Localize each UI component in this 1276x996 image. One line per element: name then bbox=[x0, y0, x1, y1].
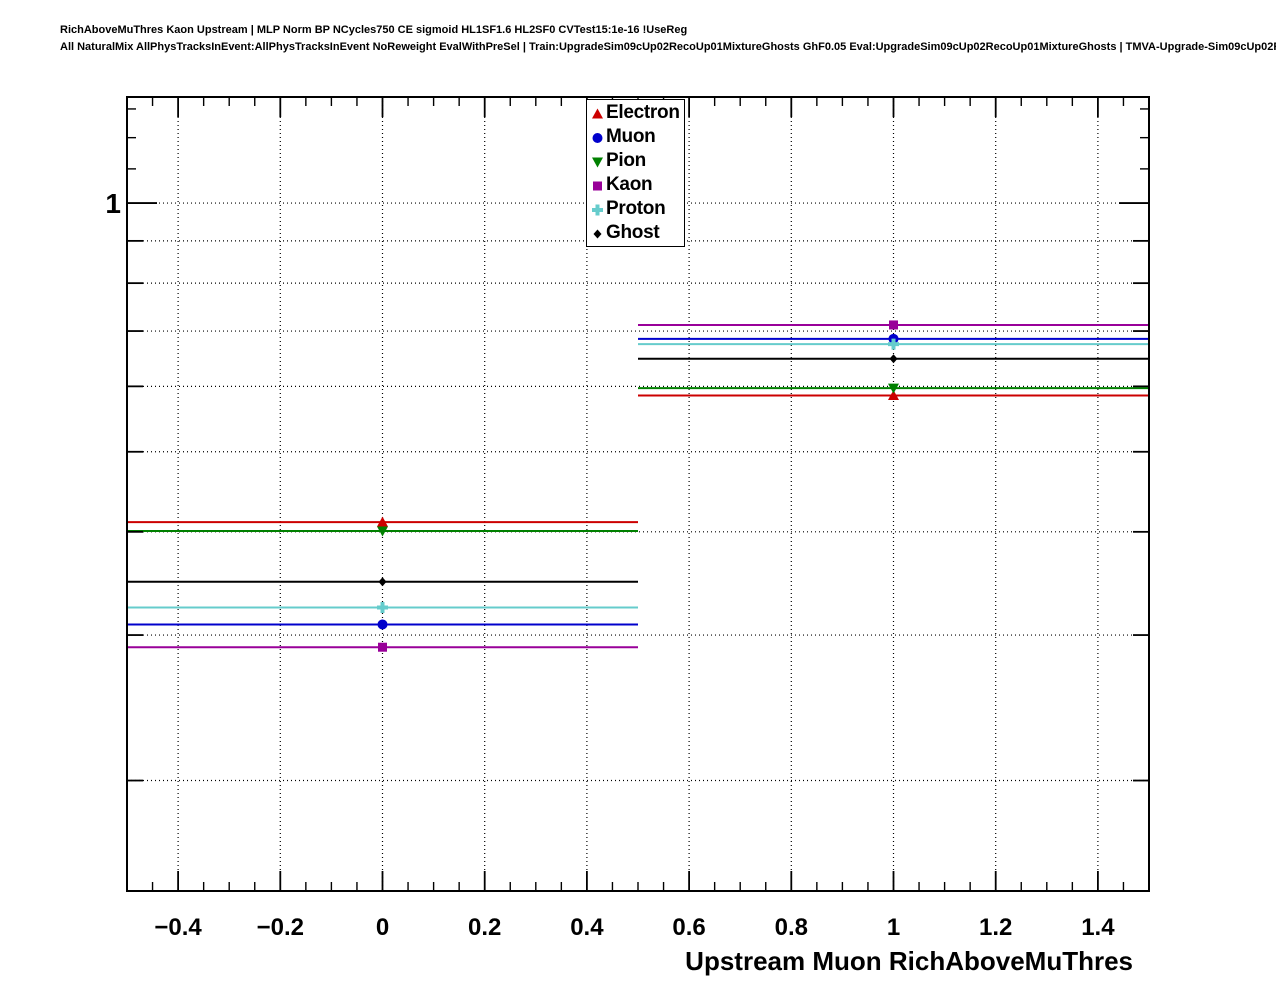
x-tick-label-−0.4: −0.4 bbox=[154, 914, 202, 941]
legend-label-muon: Muon bbox=[606, 126, 656, 147]
kaon-marker-icon bbox=[593, 181, 602, 190]
muon-marker-icon bbox=[592, 132, 603, 143]
marker-muon-bin0 bbox=[377, 619, 388, 630]
legend-label-ghost: Ghost bbox=[606, 222, 660, 243]
marker-pion-bin0 bbox=[377, 526, 388, 537]
x-tick-label-0.8: 0.8 bbox=[775, 914, 808, 941]
x-tick-label-0.2: 0.2 bbox=[468, 914, 501, 941]
series-ghost bbox=[127, 354, 1149, 587]
legend-label-electron: Electron bbox=[606, 102, 680, 123]
legend-box: Electron Muon Pion Kaon Proton Ghost bbox=[586, 99, 685, 247]
x-tick-label-1.4: 1.4 bbox=[1081, 914, 1115, 941]
series-kaon bbox=[127, 320, 1149, 652]
muon-marker-glyph bbox=[592, 132, 603, 143]
legend-item-proton: Proton bbox=[590, 198, 684, 221]
legend-item-muon: Muon bbox=[590, 126, 684, 149]
plot-header: RichAboveMuThres Kaon Upstream | MLP Nor… bbox=[60, 22, 1276, 56]
pion-marker-glyph bbox=[592, 157, 603, 167]
marker-proton-bin0 bbox=[377, 601, 388, 613]
marker-pion-bin1 bbox=[888, 383, 899, 394]
legend-label-kaon: Kaon bbox=[606, 174, 653, 195]
marker-proton-bin1 bbox=[888, 338, 899, 350]
grid-lines bbox=[127, 97, 1149, 891]
marker-ghost-bin1 bbox=[889, 354, 898, 364]
x-tick-label-0.6: 0.6 bbox=[672, 914, 705, 941]
proton-marker-icon bbox=[592, 204, 603, 215]
plot-title-line1: RichAboveMuThres Kaon Upstream | MLP Nor… bbox=[60, 24, 688, 36]
x-tick-label-−0.2: −0.2 bbox=[257, 914, 304, 941]
marker-electron-bin1 bbox=[888, 389, 899, 400]
legend-item-electron: Electron bbox=[590, 102, 684, 125]
x-tick-label-0.4: 0.4 bbox=[570, 914, 604, 941]
series-proton bbox=[127, 338, 1149, 613]
y-tick-label-1: 1 bbox=[105, 188, 121, 219]
pion-marker-icon bbox=[592, 157, 603, 167]
ghost-marker-glyph bbox=[593, 229, 602, 238]
x-tick-label-1: 1 bbox=[887, 914, 900, 941]
electron-marker-glyph bbox=[592, 108, 603, 118]
legend-label-proton: Proton bbox=[606, 198, 666, 219]
x-tick-labels: −0.4 −0.2 0 0.2 0.4 0.6 0.8 1 1.2 1.4 bbox=[154, 914, 1115, 941]
proton-marker-glyph bbox=[592, 204, 603, 215]
legend-item-kaon: Kaon bbox=[590, 174, 684, 197]
series-pion bbox=[127, 383, 1149, 537]
x-axis-title: Upstream Muon RichAboveMuThres bbox=[685, 946, 1133, 976]
legend-label-pion: Pion bbox=[606, 150, 646, 171]
electron-marker-icon bbox=[592, 108, 603, 118]
marker-ghost-bin0 bbox=[378, 577, 387, 587]
x-tick-label-1.2: 1.2 bbox=[979, 914, 1012, 941]
ghost-marker-icon bbox=[593, 229, 602, 238]
marker-kaon-bin1 bbox=[889, 320, 898, 330]
legend-item-ghost: Ghost bbox=[590, 222, 684, 245]
axis-ticks bbox=[127, 97, 1149, 891]
x-tick-label-0: 0 bbox=[376, 914, 389, 941]
y-tick-labels: 1 bbox=[105, 188, 121, 219]
kaon-marker-glyph bbox=[593, 181, 602, 190]
marker-kaon-bin0 bbox=[378, 642, 387, 652]
marker-electron-bin0 bbox=[377, 516, 388, 527]
legend-item-pion: Pion bbox=[590, 150, 684, 173]
series-electron bbox=[127, 389, 1149, 527]
plot-title-line2: All NaturalMix AllPhysTracksInEvent:AllP… bbox=[60, 41, 1276, 53]
